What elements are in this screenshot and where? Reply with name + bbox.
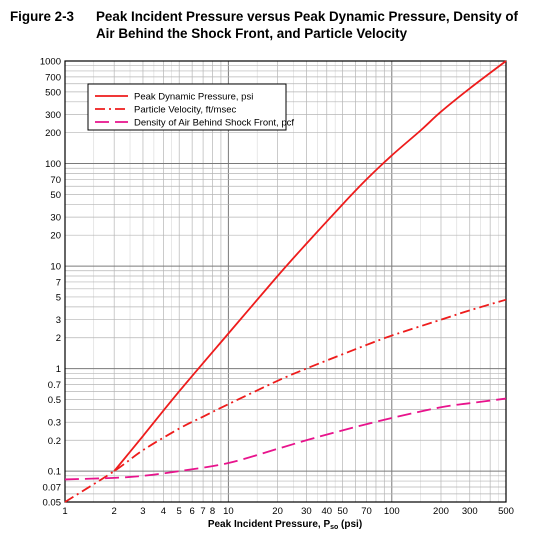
y-tick-label: 1 <box>56 364 61 375</box>
legend-label: Density of Air Behind Shock Front, pcf <box>134 118 294 129</box>
y-tick-label: 1000 <box>40 57 61 68</box>
x-tick-label: 100 <box>384 506 400 517</box>
y-tick-label: 0.5 <box>48 395 61 406</box>
y-tick-label: 5 <box>56 292 61 303</box>
x-tick-label: 10 <box>223 506 234 517</box>
x-tick-label: 5 <box>177 506 182 517</box>
x-tick-label: 200 <box>433 506 449 517</box>
chart-series <box>64 60 507 503</box>
x-tick-label: 8 <box>210 506 215 517</box>
y-tick-label: 0.07 <box>43 483 62 494</box>
chart-grid <box>64 60 507 503</box>
y-tick-label: 0.7 <box>48 380 61 391</box>
x-tick-label: 7 <box>200 506 205 517</box>
y-tick-label: 0.1 <box>48 467 61 478</box>
y-tick-label: 2 <box>56 333 61 344</box>
chart-legend: Peak Dynamic Pressure, psi Particle Veloc… <box>87 83 294 131</box>
y-tick-label: 10 <box>50 262 61 273</box>
x-tick-label: 70 <box>361 506 372 517</box>
series-line-density-of-air-behind-shock-front-pcf <box>64 397 507 481</box>
plot-area <box>65 61 506 502</box>
x-tick-label: 20 <box>272 506 283 517</box>
figure-title-line-1: Peak Incident Pressure versus Peak Dynam… <box>96 9 519 24</box>
x-tick-label: 3 <box>140 506 145 517</box>
y-tick-label: 0.3 <box>48 418 61 429</box>
y-tick-label: 70 <box>50 175 61 186</box>
x-axis-label-unit: (psi) <box>338 519 362 530</box>
x-axis-label-main: Peak Incident Pressure, P <box>208 519 331 530</box>
x-tick-label: 50 <box>337 506 348 517</box>
y-tick-label: 100 <box>45 159 61 170</box>
y-tick-label: 700 <box>45 72 61 83</box>
x-tick-label: 500 <box>498 506 514 517</box>
x-axis-label-subscript: so <box>330 524 338 531</box>
x-tick-label: 300 <box>462 506 478 517</box>
x-tick-label: 6 <box>189 506 194 517</box>
y-tick-label: 50 <box>50 190 61 201</box>
x-axis-label: Peak Incident Pressure, Pso (psi) <box>208 519 362 531</box>
figure-number: Figure 2-3 <box>10 9 74 24</box>
y-tick-label: 30 <box>50 213 61 224</box>
y-tick-label: 20 <box>50 231 61 242</box>
legend-box <box>87 83 287 131</box>
legend-label: Peak Dynamic Pressure, psi <box>134 92 253 103</box>
plot-border <box>64 60 507 503</box>
legend-label: Particle Velocity, ft/msec <box>134 105 236 116</box>
series-line-peak-dynamic-pressure-psi <box>113 60 507 472</box>
y-tick-label: 0.2 <box>48 436 61 447</box>
y-tick-label: 7 <box>56 277 61 288</box>
y-tick-label: 500 <box>45 87 61 98</box>
x-tick-label: 1 <box>62 506 67 517</box>
y-tick-label: 3 <box>56 315 61 326</box>
y-tick-label: 300 <box>45 110 61 121</box>
series-line-particle-velocity-ft-msec <box>64 298 507 503</box>
figure-title-line-2: Air Behind the Shock Front, and Particle… <box>96 26 408 41</box>
x-tick-label: 4 <box>161 506 166 517</box>
y-tick-label: 200 <box>45 128 61 139</box>
x-tick-label: 30 <box>301 506 312 517</box>
chart-ticks: 1 2 3 4 5 6 7 8 10 20 30 40 50 70 100 200 300 5000.050.07… <box>40 57 514 518</box>
x-tick-label: 2 <box>112 506 117 517</box>
x-tick-label: 40 <box>321 506 332 517</box>
y-tick-label: 0.05 <box>43 498 62 509</box>
